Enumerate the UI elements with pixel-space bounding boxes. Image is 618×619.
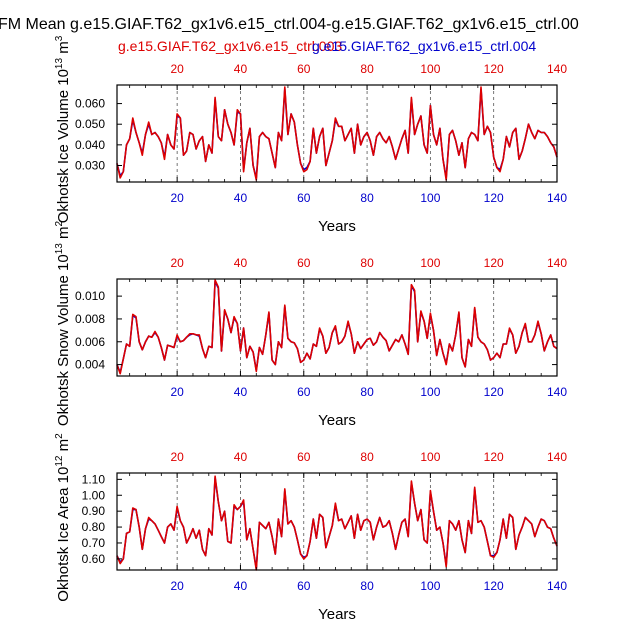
y-tick-label: 0.030 (75, 158, 105, 172)
x-tick-label-bottom: 100 (420, 191, 440, 205)
x-tick-label-bottom: 120 (484, 385, 504, 399)
x-tick-label-top: 120 (484, 62, 504, 76)
x-tick-label-bottom: 120 (484, 579, 504, 593)
x-tick-label-top: 100 (420, 256, 440, 270)
x-tick-label-bottom: 20 (170, 579, 184, 593)
legend-label-ctrl-004: g.e15.GIAF.T62_gx1v6.e15_ctrl.004 (312, 38, 536, 54)
x-tick-label-bottom: 20 (170, 385, 184, 399)
x-tick-label-top: 20 (170, 256, 184, 270)
y-axis-label-part: 13 (54, 57, 65, 69)
x-tick-label-top: 20 (170, 62, 184, 76)
y-tick-label: 0.70 (82, 536, 106, 550)
series-line-ctrl-003 (116, 279, 558, 375)
series-line-ctrl-003 (116, 86, 558, 181)
x-axis-label: Years (318, 412, 356, 429)
y-axis-label: Okhotsk Ice Area 1012 m2 (54, 433, 72, 602)
y-tick-label: 1.00 (82, 488, 106, 502)
x-tick-label-bottom: 80 (360, 191, 374, 205)
x-axis-label: Years (318, 606, 356, 619)
y-axis-label-part: 12 (54, 455, 65, 467)
x-tick-label-bottom: 100 (420, 385, 440, 399)
y-tick-label: 0.80 (82, 520, 106, 534)
x-tick-label-top: 40 (234, 256, 248, 270)
x-tick-label-bottom: 60 (297, 191, 311, 205)
x-tick-label-top: 100 (420, 450, 440, 464)
x-tick-label-top: 100 (420, 62, 440, 76)
x-tick-label-bottom: 60 (297, 579, 311, 593)
x-tick-label-top: 20 (170, 450, 184, 464)
x-tick-label-bottom: 40 (234, 579, 248, 593)
y-axis-label-part: m (55, 41, 72, 58)
x-tick-label-bottom: 60 (297, 385, 311, 399)
chart-title: FM Mean g.e15.GIAF.T62_gx1v6.e15_ctrl.00… (0, 16, 579, 33)
x-tick-label-top: 60 (297, 256, 311, 270)
x-tick-label-top: 80 (360, 450, 374, 464)
y-axis-label-part: 3 (54, 35, 65, 41)
y-tick-label: 0.010 (75, 289, 105, 303)
legend-label-ctrl-003: g.e15.GIAF.T62_gx1v6.e15_ctrl.003 (118, 38, 342, 54)
plot-frame (116, 278, 558, 377)
y-axis-label-part: Okhotsk Snow Volume 10 (55, 254, 72, 426)
y-axis-label-part: Okhotsk Ice Volume 10 (55, 69, 72, 223)
x-tick-label-bottom: 100 (420, 579, 440, 593)
x-tick-label-bottom: 80 (360, 385, 374, 399)
y-tick-label: 0.90 (82, 504, 106, 518)
y-tick-label: 0.006 (75, 335, 105, 349)
x-tick-label-bottom: 40 (234, 191, 248, 205)
plot-frame (116, 84, 558, 183)
x-tick-label-bottom: 80 (360, 579, 374, 593)
series-line-ctrl-003 (116, 475, 558, 571)
x-tick-label-top: 120 (484, 256, 504, 270)
y-axis-label-part: 2 (54, 221, 65, 227)
y-axis-label-part: m (55, 227, 72, 244)
x-tick-label-bottom: 20 (170, 191, 184, 205)
x-tick-label-bottom: 40 (234, 385, 248, 399)
x-tick-label-bottom: 140 (547, 579, 567, 593)
x-tick-label-top: 60 (297, 62, 311, 76)
x-tick-label-top: 80 (360, 256, 374, 270)
y-tick-label: 0.050 (75, 117, 105, 131)
y-tick-label: 0.60 (82, 552, 106, 566)
x-tick-label-top: 40 (234, 62, 248, 76)
y-axis-label: Okhotsk Snow Volume 1013 m2 (54, 221, 72, 427)
x-tick-label-top: 140 (547, 62, 567, 76)
chart-panels: 20 20 40 40 60 60 80 80 100 100 120 120 140 140 0.030 0… (54, 35, 567, 619)
x-axis-label: Years (318, 218, 356, 235)
y-axis-label-part: m (55, 439, 72, 456)
y-axis-label-part: Okhotsk Ice Area 10 (55, 467, 72, 602)
y-tick-label: 0.060 (75, 97, 105, 111)
x-tick-label-bottom: 140 (547, 385, 567, 399)
x-tick-label-top: 40 (234, 450, 248, 464)
y-tick-label: 0.040 (75, 138, 105, 152)
y-tick-label: 0.008 (75, 312, 105, 326)
y-axis-label-part: 2 (54, 433, 65, 439)
y-tick-label: 0.004 (75, 358, 105, 372)
y-tick-label: 1.10 (82, 472, 106, 486)
y-axis-label-part: 13 (54, 243, 65, 255)
x-tick-label-top: 120 (484, 450, 504, 464)
x-tick-label-top: 80 (360, 62, 374, 76)
x-tick-label-top: 60 (297, 450, 311, 464)
y-axis-label: Okhotsk Ice Volume 1013 m3 (54, 35, 72, 223)
x-tick-label-top: 140 (547, 256, 567, 270)
x-tick-label-bottom: 120 (484, 191, 504, 205)
x-tick-label-top: 140 (547, 450, 567, 464)
plot-frame (116, 472, 558, 571)
x-tick-label-bottom: 140 (547, 191, 567, 205)
